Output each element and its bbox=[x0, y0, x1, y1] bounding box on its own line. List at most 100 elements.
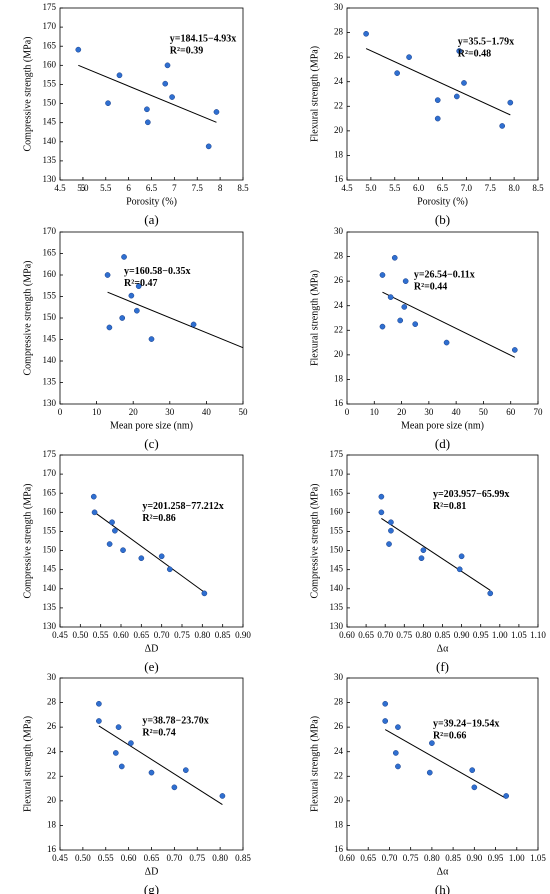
data-point bbox=[135, 283, 142, 290]
x-tick-label: 0.60 bbox=[121, 853, 137, 863]
data-point bbox=[116, 72, 123, 79]
data-point bbox=[429, 740, 435, 746]
data-point bbox=[90, 493, 97, 500]
x-tick-label: 40 bbox=[452, 407, 462, 417]
panel-label: (d) bbox=[435, 436, 450, 451]
x-tick-label: 5.5 bbox=[389, 183, 401, 193]
data-point bbox=[397, 317, 404, 324]
y-axis-label: Flexural strength (MPa) bbox=[309, 46, 320, 142]
equation: y=160.58−0.35x bbox=[124, 266, 190, 277]
y-tick-label: 165 bbox=[330, 487, 344, 497]
y-tick-label: 140 bbox=[43, 355, 57, 365]
y-tick-label: 145 bbox=[43, 117, 57, 127]
data-point bbox=[205, 143, 212, 150]
y-tick-label: 30 bbox=[334, 672, 344, 682]
equation: y=203.957−65.99x bbox=[433, 489, 509, 500]
y-axis-label: Flexural strength (MPa) bbox=[309, 716, 320, 812]
data-point bbox=[91, 509, 98, 516]
data-point bbox=[434, 97, 441, 103]
x-tick-label: 6.5 bbox=[146, 183, 158, 193]
x-tick-label: 1.10 bbox=[530, 630, 546, 640]
data-point bbox=[443, 339, 450, 346]
x-axis-label: ΔD bbox=[145, 643, 159, 654]
data-point bbox=[162, 80, 169, 87]
r-squared: R²=0.48 bbox=[458, 49, 491, 60]
y-tick-label: 150 bbox=[43, 98, 57, 108]
y-tick-label: 140 bbox=[330, 583, 344, 593]
x-tick-label: 0.80 bbox=[194, 630, 210, 640]
y-tick-label: 24 bbox=[334, 76, 344, 86]
y-tick-label: 16 bbox=[47, 844, 57, 854]
data-point bbox=[395, 763, 401, 770]
data-point bbox=[499, 123, 506, 129]
x-tick-label: 8.5 bbox=[532, 183, 544, 193]
x-tick-label: 0.95 bbox=[488, 853, 504, 863]
data-point bbox=[128, 740, 134, 746]
y-tick-label: 28 bbox=[334, 27, 344, 37]
y-tick-label: 175 bbox=[43, 449, 57, 459]
r-squared: R²=0.74 bbox=[142, 727, 175, 738]
x-tick-label: 0.65 bbox=[360, 853, 376, 863]
y-tick-label: 26 bbox=[334, 721, 344, 731]
x-tick-label: 50 bbox=[479, 407, 489, 417]
x-tick-label: 0.60 bbox=[339, 853, 355, 863]
y-tick-label: 20 bbox=[334, 349, 344, 359]
x-tick-label: 7.5 bbox=[192, 183, 204, 193]
data-point bbox=[511, 347, 518, 353]
equation: y=26.54−0.11x bbox=[414, 269, 475, 280]
y-tick-label: 20 bbox=[334, 125, 344, 135]
x-axis-label: Δα bbox=[437, 643, 449, 654]
data-point bbox=[391, 254, 398, 261]
x-tick-label: 1.05 bbox=[530, 853, 546, 863]
y-axis-label: Flexural strength (MPa) bbox=[309, 270, 320, 366]
data-point bbox=[412, 321, 419, 327]
x-tick-label: 1.05 bbox=[511, 630, 527, 640]
equation: y=201.258−77.212x bbox=[142, 501, 223, 512]
trend-line bbox=[98, 725, 223, 805]
x-axis-label: Porosity (%) bbox=[417, 196, 468, 207]
y-tick-label: 155 bbox=[43, 291, 57, 301]
y-tick-label: 22 bbox=[334, 324, 343, 334]
x-tick-label: 20 bbox=[397, 407, 407, 417]
plot-frame bbox=[346, 7, 539, 181]
data-point bbox=[426, 769, 433, 776]
data-point bbox=[148, 336, 155, 342]
y-tick-label: 165 bbox=[43, 248, 57, 258]
equation: y=38.78−23.70x bbox=[142, 715, 208, 726]
x-tick-label: 0.60 bbox=[339, 630, 355, 640]
x-tick-label: 0.55 bbox=[98, 853, 114, 863]
x-tick-label: 0.70 bbox=[377, 630, 393, 640]
data-point bbox=[507, 99, 514, 106]
x-tick-label: 0.70 bbox=[167, 853, 183, 863]
data-point bbox=[379, 323, 386, 330]
x-tick-label: 0.45 bbox=[52, 853, 68, 863]
y-tick-label: 170 bbox=[43, 21, 57, 31]
data-point bbox=[418, 555, 425, 562]
data-point bbox=[118, 763, 125, 770]
y-tick-label: 165 bbox=[43, 40, 57, 50]
x-tick-label: 5.5 bbox=[100, 183, 112, 193]
y-tick-label: 26 bbox=[334, 275, 344, 285]
y-tick-label: 20 bbox=[334, 795, 344, 805]
plot-frame bbox=[346, 454, 539, 628]
y-tick-label: 170 bbox=[43, 226, 57, 236]
y-tick-label: 150 bbox=[43, 545, 57, 555]
panel-label: (f) bbox=[436, 659, 449, 674]
x-tick-label: 60 bbox=[506, 407, 516, 417]
x-tick-label: 6 bbox=[126, 183, 131, 193]
y-tick-label: 160 bbox=[43, 269, 57, 279]
y-tick-label: 22 bbox=[334, 100, 343, 110]
data-point bbox=[386, 541, 392, 547]
panel-label: (a) bbox=[144, 212, 158, 227]
data-point bbox=[382, 718, 389, 724]
data-point bbox=[134, 307, 140, 314]
equation: y=39.24−19.54x bbox=[433, 719, 499, 730]
data-point bbox=[406, 54, 412, 60]
y-tick-label: 175 bbox=[43, 2, 57, 12]
y-tick-label: 140 bbox=[43, 583, 57, 593]
y-tick-label: 150 bbox=[330, 545, 344, 555]
trend-line bbox=[382, 291, 516, 358]
x-tick-label: 10 bbox=[370, 407, 380, 417]
trend-line bbox=[384, 729, 507, 799]
data-point bbox=[363, 30, 369, 37]
